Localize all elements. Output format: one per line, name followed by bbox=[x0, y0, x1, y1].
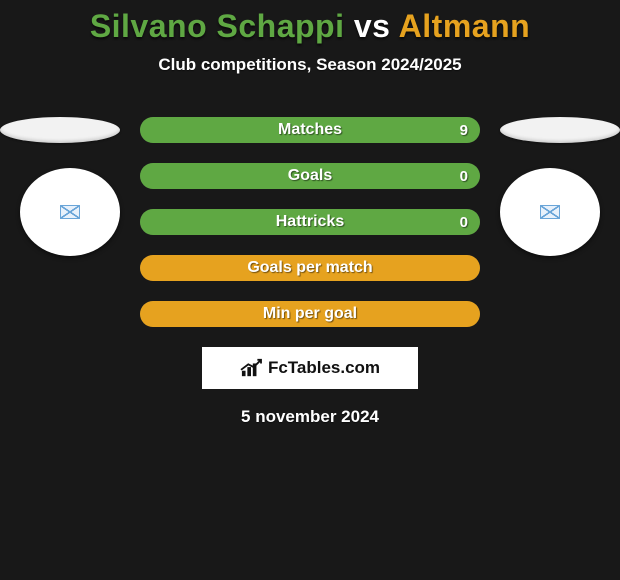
stat-bars: Matches9Goals0Hattricks0Goals per matchM… bbox=[140, 117, 480, 347]
player1-base-ellipse bbox=[0, 117, 120, 143]
placeholder-flag-icon bbox=[60, 205, 80, 219]
stat-bar-value-right: 9 bbox=[460, 117, 468, 143]
stat-bar-value-right: 0 bbox=[460, 163, 468, 189]
player2-base-ellipse bbox=[500, 117, 620, 143]
player2-avatar-circle bbox=[500, 168, 600, 256]
title-player2: Altmann bbox=[399, 8, 531, 44]
title-player1: Silvano Schappi bbox=[90, 8, 345, 44]
stat-bar: Matches9 bbox=[140, 117, 480, 143]
stat-bar-label: Hattricks bbox=[140, 209, 480, 235]
brand-chart-icon bbox=[240, 358, 262, 378]
infographic: Silvano Schappi vs Altmann Club competit… bbox=[0, 0, 620, 580]
stat-bar-label: Goals bbox=[140, 163, 480, 189]
stat-bar-label: Matches bbox=[140, 117, 480, 143]
brand-text: FcTables.com bbox=[268, 358, 380, 378]
date-label: 5 november 2024 bbox=[0, 407, 620, 427]
stat-bar: Goals per match bbox=[140, 255, 480, 281]
stat-bar-label: Goals per match bbox=[140, 255, 480, 281]
stat-bar-value-right: 0 bbox=[460, 209, 468, 235]
stat-bar: Hattricks0 bbox=[140, 209, 480, 235]
stats-area: Matches9Goals0Hattricks0Goals per matchM… bbox=[0, 117, 620, 337]
stat-bar: Goals0 bbox=[140, 163, 480, 189]
placeholder-flag-icon bbox=[540, 205, 560, 219]
stat-bar: Min per goal bbox=[140, 301, 480, 327]
title-vs: vs bbox=[354, 8, 391, 44]
brand-badge: FcTables.com bbox=[202, 347, 418, 389]
stat-bar-label: Min per goal bbox=[140, 301, 480, 327]
player1-avatar-circle bbox=[20, 168, 120, 256]
page-title: Silvano Schappi vs Altmann bbox=[0, 8, 620, 45]
subtitle: Club competitions, Season 2024/2025 bbox=[0, 55, 620, 75]
